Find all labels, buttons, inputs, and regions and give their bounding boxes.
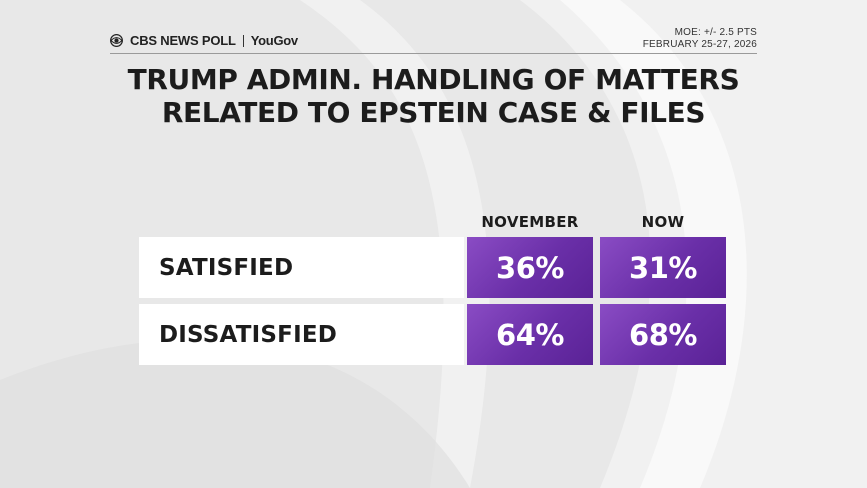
brand-divider — [242, 34, 244, 47]
header-rule — [110, 53, 757, 54]
cbs-eye-icon — [110, 34, 123, 47]
margin-of-error: MOE: +/- 2.5 PTS — [674, 27, 757, 38]
title-line-1: TRUMP ADMIN. HANDLING OF MATTERS — [127, 63, 740, 96]
poll-meta: MOE: +/- 2.5 PTS FEBRUARY 25-27, 2026 — [643, 27, 757, 51]
row-label-satisfied: SATISFIED — [139, 237, 464, 298]
poll-dates: FEBRUARY 25-27, 2026 — [642, 39, 757, 50]
cell-dissatisfied-november: 64% — [467, 304, 593, 365]
brand-bar: CBS NEWS POLL YouGov — [110, 33, 298, 48]
yougov-logo: YouGov — [250, 33, 298, 48]
chart-title: TRUMP ADMIN. HANDLING OF MATTERS RELATED… — [0, 63, 867, 129]
cell-dissatisfied-now: 68% — [600, 304, 726, 365]
column-header-november: NOVEMBER — [481, 213, 579, 231]
title-line-2: RELATED TO EPSTEIN CASE & FILES — [161, 96, 706, 129]
row-label-dissatisfied: DISSATISFIED — [139, 304, 464, 365]
cell-satisfied-now: 31% — [600, 237, 726, 298]
cell-satisfied-november: 36% — [467, 237, 593, 298]
column-header-now: NOW — [641, 213, 685, 231]
cbs-news-poll-logo: CBS NEWS POLL — [130, 33, 236, 48]
